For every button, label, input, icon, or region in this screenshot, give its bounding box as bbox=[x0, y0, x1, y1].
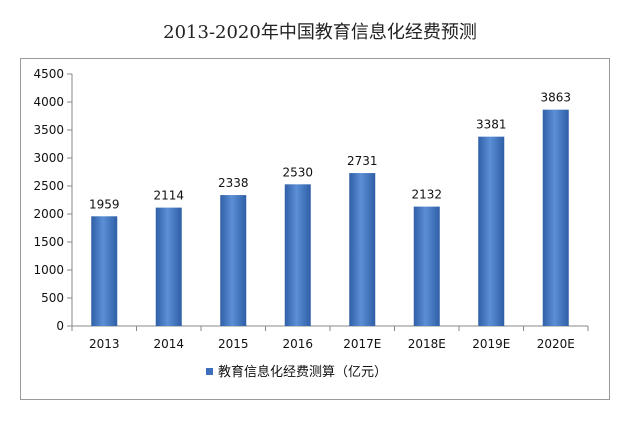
bar bbox=[155, 207, 182, 326]
data-label: 2530 bbox=[282, 165, 313, 179]
bar bbox=[413, 206, 440, 326]
data-label: 3381 bbox=[476, 118, 507, 132]
data-label: 2731 bbox=[347, 154, 378, 168]
bar bbox=[284, 184, 311, 326]
y-tick-label: 4000 bbox=[33, 95, 64, 109]
y-tick-label: 3500 bbox=[33, 123, 64, 137]
data-label: 2114 bbox=[153, 189, 184, 203]
bars bbox=[91, 109, 569, 326]
legend: 教育信息化经费测算（亿元） bbox=[206, 364, 387, 380]
chart-frame bbox=[20, 58, 610, 400]
data-label: 2132 bbox=[411, 188, 442, 202]
legend-swatch bbox=[206, 368, 213, 375]
y-tick-label: 4500 bbox=[33, 67, 64, 81]
x-tick-label: 2017E bbox=[343, 337, 381, 351]
x-tick-label: 2019E bbox=[472, 337, 510, 351]
bar bbox=[349, 173, 376, 326]
y-tick-label: 2000 bbox=[33, 207, 64, 221]
x-tick-label: 2016 bbox=[282, 337, 313, 351]
y-tick-label: 2500 bbox=[33, 179, 64, 193]
bar bbox=[91, 216, 118, 326]
bar bbox=[478, 136, 505, 326]
y-tick-label: 3000 bbox=[33, 151, 64, 165]
y-tick-label: 0 bbox=[56, 319, 64, 333]
x-tick-label: 2014 bbox=[153, 337, 184, 351]
labels: 1959 2013 2114 2014 2338 2015 2530 2016 2731 2017… bbox=[89, 91, 575, 351]
y-tick-label: 1000 bbox=[33, 263, 64, 277]
y-tick-label: 500 bbox=[41, 291, 64, 305]
bar bbox=[220, 195, 247, 326]
x-tick-label: 2013 bbox=[89, 337, 120, 351]
x-tick-label: 2015 bbox=[218, 337, 249, 351]
data-label: 3863 bbox=[540, 91, 571, 105]
axes: 0 500 1000 1500 2000 2500 3000 3500 4000 4500 bbox=[33, 67, 589, 333]
data-label: 1959 bbox=[89, 197, 120, 211]
x-tick-label: 2020E bbox=[537, 337, 575, 351]
chart-title: 2013-2020年中国教育信息化经费预测 bbox=[163, 22, 477, 43]
y-tick-label: 1500 bbox=[33, 235, 64, 249]
x-tick-label: 2018E bbox=[408, 337, 446, 351]
bar bbox=[542, 109, 569, 326]
data-label: 2338 bbox=[218, 176, 249, 190]
legend-label: 教育信息化经费测算（亿元） bbox=[218, 364, 387, 380]
